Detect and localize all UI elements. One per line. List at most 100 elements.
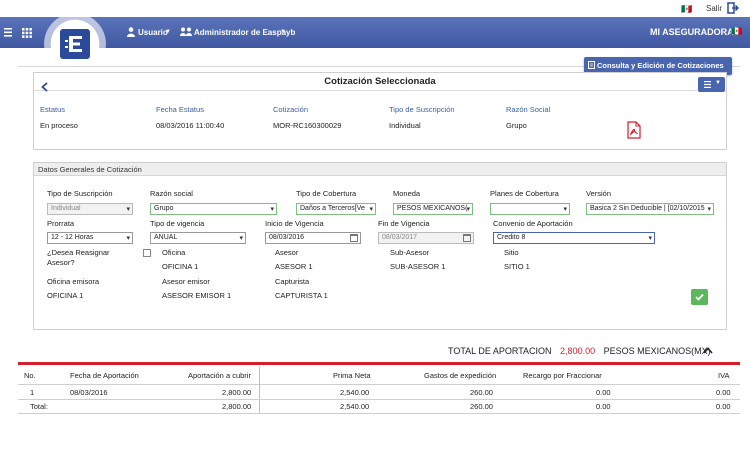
moneda-select[interactable]: PESOS MEXICANOS(▾ [393,203,473,215]
chevron-down-icon: ▾ [239,235,243,242]
row-no: 1 [30,388,35,397]
tipo-suscripcion-value: Individual [389,121,421,130]
col-header-fecha: Fecha de Aportación [70,371,139,380]
razon-social-select[interactable]: Grupo ▾ [150,203,277,215]
inicio-vigencia-input[interactable]: 08/03/2016 [265,232,361,244]
estatus-header: Estatus [40,105,66,114]
prorrata-select[interactable]: 12 - 12 Horas ▾ [47,232,133,244]
calendar-icon[interactable] [463,234,471,242]
admin-chevron-icon[interactable]: ▼ [280,29,286,35]
oficina-label: Oficina [162,248,186,257]
brand-flag-icon: 🇲🇽 [731,26,743,36]
estatus-value: En proceso [40,121,78,130]
reasignar-checkbox[interactable] [143,249,151,257]
cotizacion-title: Cotización Seleccionada [34,73,726,91]
tipo-vigencia-label: Tipo de vigencia [150,219,205,228]
tipo-suscripcion-label: Tipo de Suscripción [47,189,113,198]
fecha-estatus-header: Fecha Estatus [156,105,204,114]
prorrata-label: Prorrata [47,219,75,228]
row-fecha: 08/03/2016 [70,388,108,397]
total-row-iva: 0.00 [716,402,731,411]
convenio-aportacion-value: Credito 8 [497,234,526,241]
table-bottom-divider [18,413,740,414]
usuario-chevron-icon[interactable]: ▼ [165,29,171,35]
cotizacion-panel: Cotización Seleccionada ▼ Estatus Fecha … [33,72,727,150]
row-iva: 0.00 [716,388,731,397]
checkmark-icon [695,293,704,301]
planes-cobertura-select[interactable]: ▾ [490,203,570,215]
chevron-down-icon: ▾ [369,206,373,213]
logout-icon[interactable] [727,2,739,14]
version-select[interactable]: Basica 2 Sin Deducible | [02/10/2015 ▾ [586,203,714,215]
confirm-button[interactable] [691,289,708,305]
inicio-vigencia-label: Inicio de Vigencia [265,219,324,228]
chevron-down-icon: ▾ [126,235,130,242]
usuario-menu[interactable]: Usuario [138,28,168,37]
subasesor-label: Sub-Asesor [390,248,430,257]
razon-social-label: Razón social [150,189,193,198]
tipo-cobertura-label: Tipo de Cobertura [296,189,357,198]
oficina-emisora-value: OFICINA 1 [47,291,84,300]
asesor-emisor-value: ASESOR EMISOR 1 [162,291,232,300]
total-row-recargo: 0.00 [596,402,611,411]
top-strip: 🇲🇽 Salir [0,0,750,17]
fin-vigencia-input[interactable]: 08/03/2017 [378,232,474,244]
logo-mark-icon [60,29,90,59]
fecha-estatus-value: 08/03/2016 11:00:40 [156,121,225,130]
tipo-suscripcion-header: Tipo de Suscripción [389,105,455,114]
list-icon [704,81,711,88]
tipo-cobertura-select[interactable]: Daños a Terceros[Ve ▾ [296,203,376,215]
total-row-label: Total: [30,402,48,411]
row-aportacion: 2,800.00 [222,388,252,397]
planes-cobertura-label: Planes de Cobertura [490,189,559,198]
totals-divider [18,362,740,365]
asesor-value: ASESOR 1 [275,262,313,271]
chevron-down-icon: ▾ [270,206,274,213]
salir-link[interactable]: Salir [706,4,723,13]
app-logo[interactable] [44,13,106,75]
col-header-recargo: Recargo por Fraccionar [523,371,602,380]
brand-name: MI ASEGURADORA [650,27,734,37]
cotizacion-header: Cotización [273,105,309,114]
col-header-no: No. [24,371,36,380]
inicio-vigencia-value: 08/03/2016 [269,234,305,241]
tipo-suscripcion-select[interactable]: Individual ▾ [47,203,133,215]
cotizacion-value: MOR-RC160300029 [273,121,342,130]
total-row-gastos: 260.00 [470,402,493,411]
capturista-label: Capturista [275,277,310,286]
consulta-edicion-button[interactable]: Consulta y Edición de Cotizaciones [584,57,732,75]
menu-icon[interactable] [4,28,12,37]
nav-shadow-line [18,66,740,67]
total-aportacion: TOTAL DE APORTACION 2,800.00 PESOS MEXIC… [448,346,711,356]
tipo-vigencia-select[interactable]: ANUAL ▾ [150,232,246,244]
prorrata-value: 12 - 12 Horas [51,234,94,241]
col-header-iva: IVA [718,371,730,380]
oficina-emisora-label: Oficina emisora [47,277,100,286]
table-header-divider [18,384,740,385]
fin-vigencia-value: 08/03/2017 [382,234,418,241]
moneda-value: PESOS MEXICANOS( [397,205,468,212]
apps-grid-icon[interactable] [22,28,32,38]
chevron-down-icon: ▾ [648,235,652,242]
chevron-down-icon: ▾ [126,206,130,213]
capturista-value: CAPTURISTA 1 [275,291,328,300]
calendar-icon[interactable] [350,234,358,242]
convenio-aportacion-select[interactable]: Credito 8 ▾ [493,232,655,244]
table-row-divider [18,399,740,400]
panel-menu-button[interactable]: ▼ [698,77,725,92]
collapse-chevron-icon[interactable] [703,347,713,354]
table-column-divider [259,367,260,413]
pdf-icon[interactable] [627,121,641,139]
panel-menu-chevron-icon: ▼ [715,80,721,86]
chevron-down-icon: ▾ [466,206,470,213]
razon-social-value: Grupo [506,121,527,130]
row-recargo: 0.00 [596,388,611,397]
total-row-prima-neta: 2,540.00 [340,402,370,411]
total-aportacion-amount: 2,800.00 [560,346,596,356]
back-chevron-icon[interactable] [41,82,48,92]
chevron-down-icon: ▾ [707,206,711,213]
version-label: Versión [586,189,612,198]
admin-menu[interactable]: Administrador de Easpayb [194,28,296,37]
fin-vigencia-label: Fin de Vigencia [378,219,430,228]
col-header-aportacion: Aportación a cubrir [188,371,251,380]
